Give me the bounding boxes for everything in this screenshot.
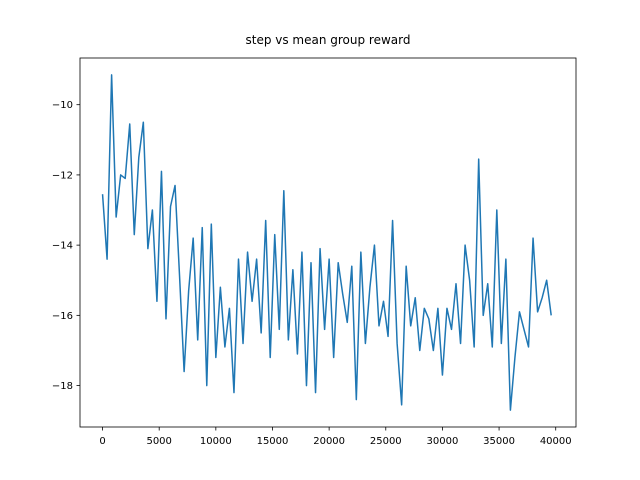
x-tick-label: 20000 [313,436,345,447]
x-tick-label: 5000 [146,436,171,447]
y-tick-label: −16 [52,311,73,322]
x-tick-label: 25000 [370,436,402,447]
chart-title: step vs mean group reward [245,33,410,47]
line-series [101,74,552,411]
x-tick-label: 40000 [540,436,572,447]
plot-frame [79,57,577,428]
x-tick-label: 10000 [200,436,232,447]
x-tick-label: 0 [99,436,105,447]
y-tick-label: −14 [52,241,73,252]
x-tick-label: 30000 [427,436,459,447]
y-tick-label: −10 [52,100,73,111]
x-tick-label: 15000 [257,436,289,447]
y-tick-label: −18 [52,381,73,392]
x-tick-label: 35000 [483,436,515,447]
y-tick-label: −12 [52,170,73,181]
